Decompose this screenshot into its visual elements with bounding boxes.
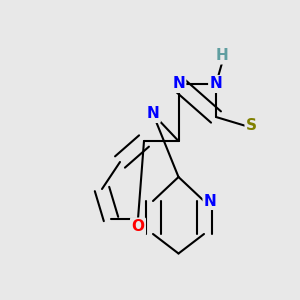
- Text: N: N: [147, 106, 159, 122]
- Text: O: O: [131, 219, 145, 234]
- Text: N: N: [172, 76, 185, 92]
- Text: S: S: [246, 118, 257, 134]
- Text: H: H: [216, 48, 228, 63]
- Text: N: N: [210, 76, 222, 92]
- Text: N: N: [204, 194, 217, 208]
